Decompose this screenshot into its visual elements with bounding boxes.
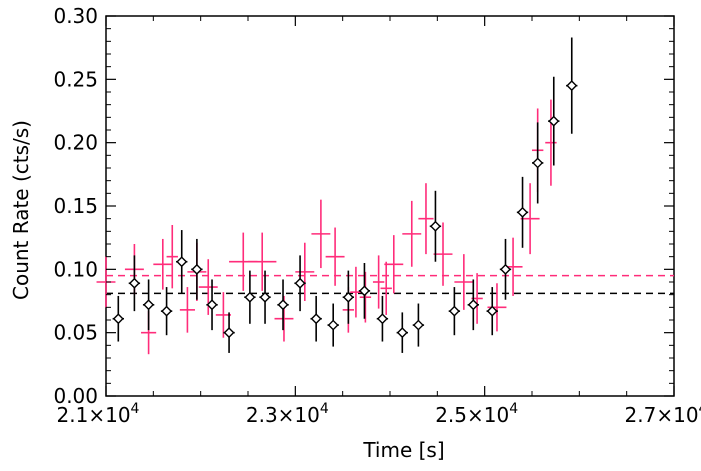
data-point bbox=[358, 263, 371, 319]
diamond-marker bbox=[223, 327, 235, 339]
diamond-marker bbox=[277, 299, 289, 311]
diamond-marker bbox=[566, 80, 578, 92]
y-tick-label: 0.00 bbox=[53, 384, 98, 408]
data-point bbox=[223, 312, 235, 353]
y-tick-label: 0.20 bbox=[53, 131, 98, 155]
diamond-marker bbox=[112, 313, 124, 325]
data-point bbox=[142, 279, 155, 331]
data-point bbox=[418, 183, 434, 255]
diamond-marker bbox=[486, 305, 498, 317]
data-point bbox=[179, 287, 195, 333]
data-point bbox=[128, 255, 141, 312]
data-point bbox=[206, 279, 218, 331]
y-tick-label: 0.25 bbox=[53, 67, 98, 91]
y-tick-label: 0.15 bbox=[53, 194, 98, 218]
diamond-marker bbox=[244, 291, 256, 303]
data-point bbox=[350, 266, 362, 318]
diamond-marker bbox=[206, 299, 218, 311]
data-series bbox=[96, 37, 578, 355]
y-axis-label: Count Rate (cts/s) bbox=[9, 120, 33, 300]
data-point bbox=[372, 255, 385, 309]
x-tick-label: 2.7×104 bbox=[625, 401, 701, 427]
data-point bbox=[310, 295, 322, 342]
data-point bbox=[499, 238, 512, 300]
series-0 bbox=[96, 99, 557, 355]
data-point bbox=[311, 199, 331, 269]
data-point bbox=[448, 287, 461, 336]
data-point bbox=[294, 255, 306, 312]
data-point bbox=[433, 222, 453, 286]
data-point bbox=[454, 254, 474, 310]
data-point bbox=[548, 76, 560, 166]
data-point bbox=[396, 312, 408, 353]
data-point bbox=[402, 200, 422, 267]
data-point bbox=[412, 303, 425, 347]
data-point bbox=[295, 242, 315, 301]
x-tick-label: 2.1×104 bbox=[57, 401, 140, 427]
diamond-marker bbox=[467, 299, 479, 311]
data-point bbox=[248, 232, 277, 291]
diamond-marker bbox=[396, 327, 408, 339]
diamond-marker bbox=[342, 291, 354, 303]
x-axis-label: Time [s] bbox=[362, 438, 444, 462]
diamond-marker bbox=[412, 319, 424, 331]
diamond-marker bbox=[429, 220, 441, 232]
data-point bbox=[467, 279, 479, 331]
diamond-marker bbox=[143, 299, 155, 311]
x-tick-label: 2.3×104 bbox=[246, 401, 329, 427]
data-point bbox=[166, 225, 178, 289]
reference-lines bbox=[106, 274, 674, 295]
data-point bbox=[244, 270, 256, 324]
diamond-marker bbox=[191, 263, 203, 275]
data-point bbox=[486, 287, 498, 336]
data-point bbox=[342, 270, 355, 324]
data-point bbox=[160, 287, 173, 336]
diamond-marker bbox=[358, 285, 370, 297]
plot-frame bbox=[105, 15, 675, 397]
y-axis-ticks: 0.00 0.05 0.10 0.15 0.20 0.25 0.30 bbox=[53, 4, 674, 408]
diamond-marker bbox=[500, 263, 511, 275]
data-point bbox=[277, 279, 289, 331]
x-tick-label: 2.5×104 bbox=[435, 401, 518, 427]
diamond-marker bbox=[310, 313, 322, 325]
diamond-marker bbox=[327, 319, 339, 331]
diamond-marker bbox=[176, 256, 188, 268]
diamond-marker bbox=[161, 305, 173, 317]
diamond-marker bbox=[376, 313, 388, 325]
data-point bbox=[191, 238, 203, 300]
data-point bbox=[566, 37, 578, 134]
diamond-marker bbox=[532, 157, 544, 169]
data-point bbox=[532, 122, 544, 204]
data-point bbox=[112, 295, 124, 342]
series-1 bbox=[112, 37, 578, 353]
diamond-marker bbox=[259, 291, 271, 303]
data-point bbox=[384, 235, 404, 294]
data-point bbox=[380, 261, 392, 315]
data-point bbox=[359, 271, 372, 323]
data-point bbox=[259, 270, 271, 324]
data-point bbox=[520, 183, 540, 255]
data-point bbox=[545, 99, 557, 186]
diamond-marker bbox=[294, 277, 306, 289]
diamond-marker bbox=[448, 305, 460, 317]
data-point bbox=[327, 303, 339, 347]
diamond-marker bbox=[128, 277, 140, 289]
data-point bbox=[325, 227, 345, 286]
data-point bbox=[487, 283, 507, 332]
data-point bbox=[516, 176, 529, 248]
data-point bbox=[176, 230, 188, 294]
x-axis-ticks: 2.1×104 2.3×104 2.5×104 2.7×104 bbox=[57, 16, 701, 427]
data-point bbox=[153, 238, 173, 290]
diamond-marker bbox=[548, 115, 560, 127]
diamond-marker bbox=[517, 206, 529, 218]
y-tick-label: 0.30 bbox=[53, 4, 98, 28]
data-point bbox=[429, 190, 442, 262]
y-tick-label: 0.05 bbox=[53, 321, 98, 345]
y-tick-label: 0.10 bbox=[53, 257, 98, 281]
data-point bbox=[376, 295, 389, 342]
